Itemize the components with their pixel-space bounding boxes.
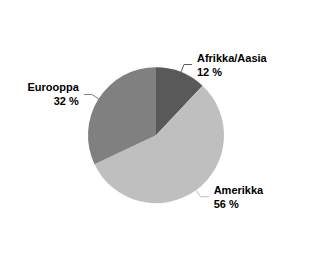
svg-text:Amerikka: Amerikka — [214, 184, 264, 196]
svg-text:12 %: 12 % — [197, 66, 222, 78]
svg-text:56 %: 56 % — [214, 198, 239, 210]
svg-text:Afrikka/Aasia: Afrikka/Aasia — [197, 52, 268, 64]
svg-text:32 %: 32 % — [54, 95, 79, 107]
svg-text:Eurooppa: Eurooppa — [27, 81, 79, 93]
